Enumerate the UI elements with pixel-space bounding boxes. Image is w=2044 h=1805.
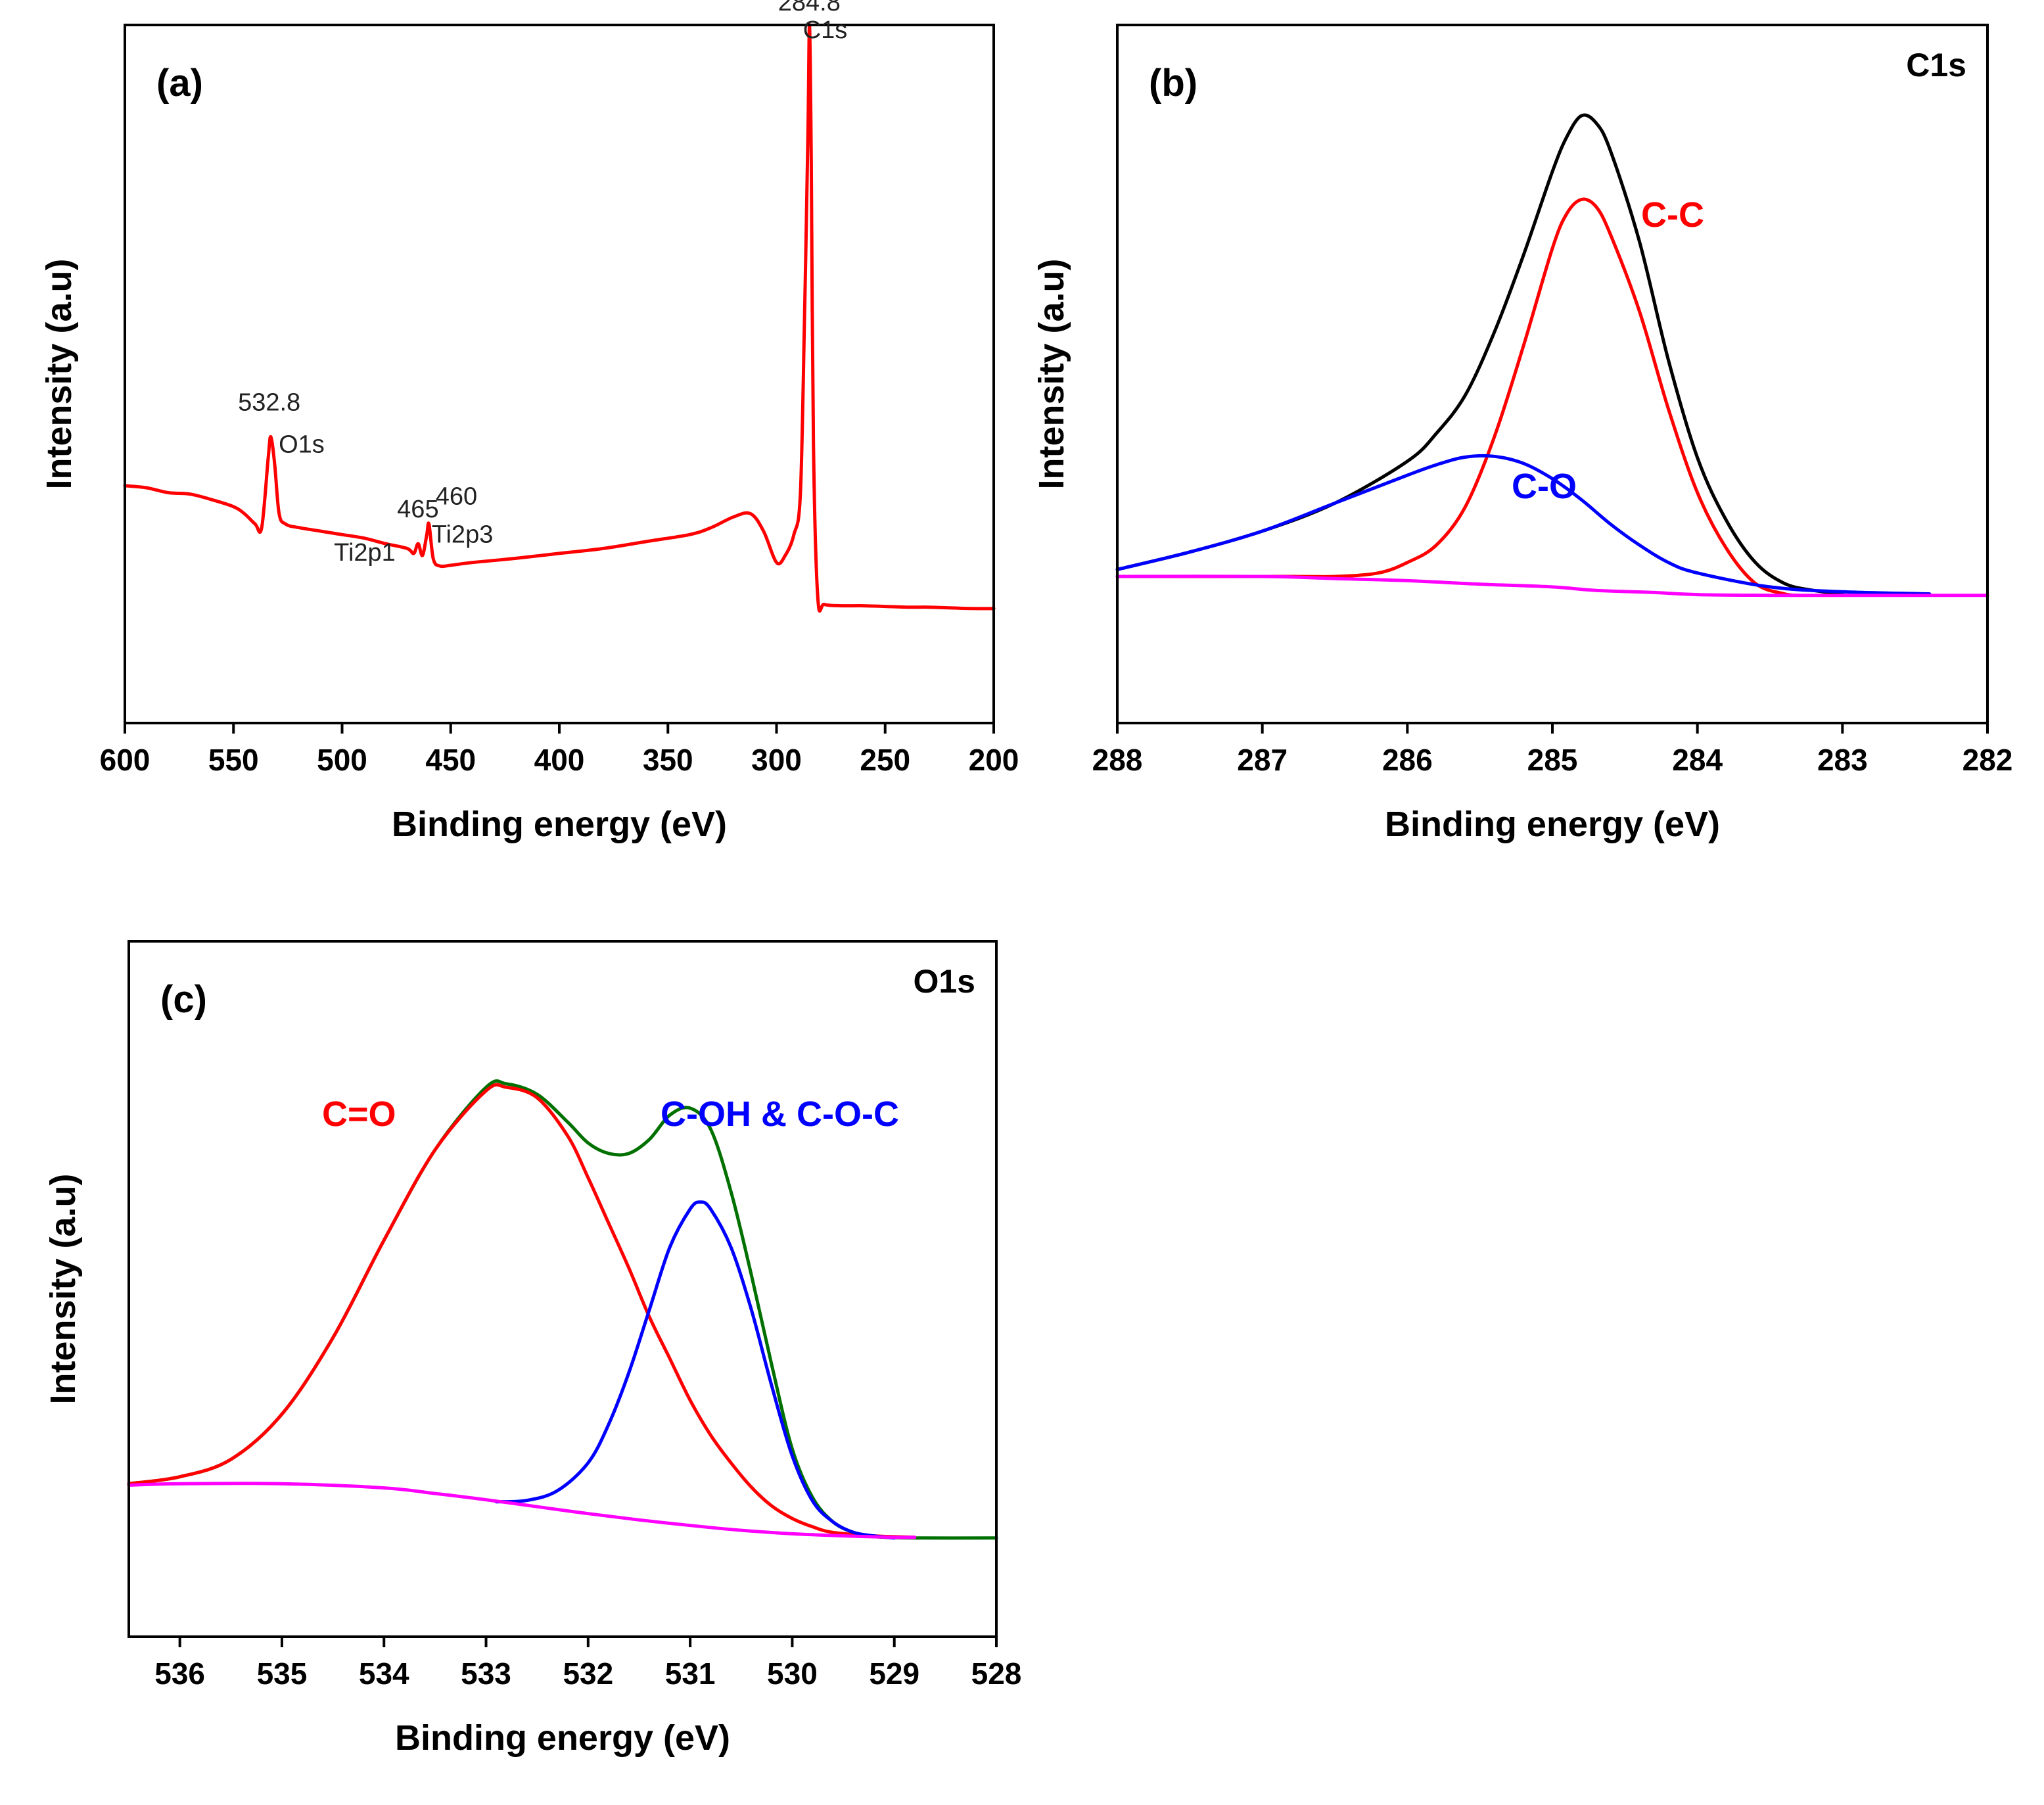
x-tick-label: 536 — [154, 1656, 205, 1691]
x-tick-label: 300 — [751, 743, 802, 777]
series-background-line — [127, 1482, 917, 1539]
series-label-c-o: C=O — [322, 1094, 396, 1134]
y-axis-title: Intensity (a.u) — [39, 258, 79, 489]
x-tick-label: 500 — [317, 743, 367, 777]
corner-label: O1s — [913, 963, 975, 1000]
x-tick-label: 250 — [860, 743, 910, 777]
x-tick-label: 285 — [1527, 743, 1578, 777]
x-tick-label: 528 — [971, 1656, 1022, 1691]
peak-value-label: 532.8 — [238, 389, 300, 417]
panel-c: 536 535 534 533 532 531 530 529 528 Binding energ… — [43, 940, 1022, 1758]
x-tick-label: 288 — [1092, 743, 1143, 777]
x-tick-label: 287 — [1237, 743, 1288, 777]
x-tick-label: 534 — [359, 1656, 409, 1691]
series-label-c-o: C-O — [1512, 467, 1577, 506]
x-axis-title: Binding energy (eV) — [392, 805, 727, 844]
plot-frame-b — [1116, 24, 1989, 724]
peak-value-label: 284.8 — [778, 0, 841, 16]
series-survey-line — [123, 23, 996, 613]
plot-frame-c — [128, 940, 998, 1638]
x-tick-label: 533 — [461, 1656, 511, 1691]
peak-element-label: Ti2p3 — [432, 521, 494, 548]
x-tick-label: 529 — [869, 1656, 919, 1691]
series-c-c-line — [1115, 197, 1801, 598]
y-axis-title: Intensity (a.u) — [43, 1173, 83, 1404]
peak-element-label: C1s — [803, 16, 848, 44]
x-tick-label: 550 — [208, 743, 259, 777]
x-tick-label: 400 — [534, 743, 585, 777]
x-tick-label: 535 — [257, 1656, 308, 1691]
peak-value-label: 465 — [397, 496, 438, 523]
x-tick-label: 600 — [100, 743, 151, 777]
peak-value-label: 460 — [436, 482, 477, 510]
x-tick-label: 532 — [563, 1656, 613, 1691]
x-tick-label: 450 — [425, 743, 476, 777]
x-axis-title: Binding energy (eV) — [1385, 805, 1720, 844]
peak-element-label: Ti2p1 — [334, 539, 396, 567]
x-axis-title: Binding energy (eV) — [395, 1718, 730, 1758]
series-label-c-oh-c-o-c: C-OH & C-O-C — [661, 1094, 899, 1134]
series-c-o-line — [1115, 454, 1932, 596]
x-tick-label: 286 — [1382, 743, 1433, 777]
y-axis-title: Intensity (a.u) — [1032, 258, 1071, 489]
x-tick-label: 530 — [767, 1656, 818, 1691]
series-c-o-line — [127, 1083, 917, 1539]
x-tick-label: 350 — [643, 743, 693, 777]
series-background-line — [1115, 574, 1989, 598]
series-c-oh-c-o-c-line — [494, 1200, 896, 1540]
x-tick-label: 284 — [1672, 743, 1723, 777]
panel-a: 600 550 500 450 400 350 300 250 200 Binding energ… — [39, 0, 1019, 844]
series-envelope-line — [1115, 113, 1844, 596]
panel-label: (b) — [1149, 62, 1197, 105]
x-tick-label: 200 — [969, 743, 1019, 777]
peak-element-label: O1s — [279, 431, 325, 459]
panel-label: (a) — [156, 62, 203, 105]
corner-label: C1s — [1906, 47, 1966, 83]
panel-label: (c) — [160, 978, 207, 1021]
plot-frame-a — [124, 24, 995, 724]
panel-b: 288 287 286 285 284 283 282 Binding energy (eV)… — [1032, 24, 2013, 844]
series-envelope-line — [127, 1079, 998, 1540]
series-label-c-c: C-C — [1641, 195, 1704, 235]
x-tick-label: 531 — [665, 1656, 716, 1691]
x-tick-label: 282 — [1963, 743, 2013, 777]
x-tick-label: 283 — [1817, 743, 1868, 777]
